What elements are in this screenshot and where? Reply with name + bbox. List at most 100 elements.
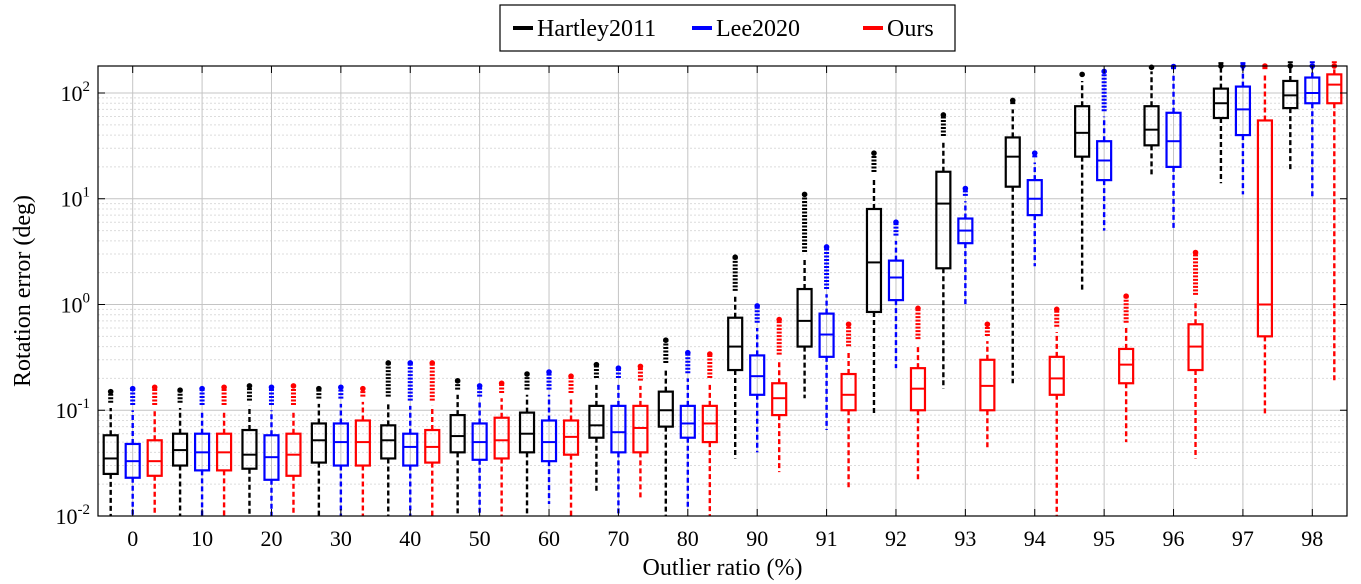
box-iqr: [102, 434, 119, 476]
outlier-marker-max: [776, 316, 782, 323]
box-hartley2011-92: [865, 150, 883, 416]
box-ours-70: [632, 363, 649, 498]
y-tick-label: 101: [61, 185, 91, 212]
outlier-marker-max: [199, 385, 205, 392]
box-hartley2011-91: [796, 191, 813, 399]
box-lee2020-60: [540, 369, 558, 504]
outlier-marker-max: [107, 388, 114, 395]
box-iqr: [146, 439, 163, 477]
outlier-marker-max: [593, 361, 600, 368]
x-tick-label: 94: [1024, 526, 1046, 551]
box-lee2020-91: [818, 244, 835, 431]
outlier-marker-max: [1079, 71, 1085, 78]
x-tick-label: 95: [1093, 526, 1115, 551]
x-tick-label: 60: [538, 526, 560, 551]
legend-label-ours: Ours: [887, 16, 934, 42]
outlier-marker-max: [732, 254, 738, 261]
box-iqr: [935, 170, 952, 270]
x-tick-label: 80: [677, 526, 699, 551]
outlier-marker-max: [338, 384, 344, 391]
box-iqr: [332, 422, 349, 467]
box-ours-96: [1187, 249, 1204, 459]
outlier-marker-max: [871, 150, 877, 156]
box-lee2020-30: [332, 384, 349, 516]
box-ours-80: [701, 351, 718, 516]
box-lee2020-92: [887, 219, 905, 369]
outlier-marker-max: [177, 387, 183, 393]
box-lee2020-94: [1026, 150, 1043, 267]
legend-label-hartley2011: Hartley2011: [537, 16, 656, 42]
box-iqr: [840, 372, 857, 412]
box-lee2020-90: [749, 303, 766, 453]
box-hartley2011-93: [935, 112, 952, 389]
box-ours-10: [215, 384, 233, 516]
box-hartley2011-60: [518, 371, 536, 516]
box-ours-0: [146, 384, 163, 516]
outlier-marker-max: [151, 384, 158, 391]
outlier-marker-max: [268, 384, 275, 391]
box-lee2020-98: [1304, 61, 1321, 199]
box-lee2020-93: [957, 185, 974, 305]
box-hartley2011-98: [1282, 61, 1299, 172]
box-iqr: [1165, 111, 1182, 169]
box-ours-40: [424, 360, 441, 516]
outlier-marker-max: [498, 380, 505, 387]
outlier-marker-max: [1009, 97, 1016, 104]
box-ours-20: [285, 383, 302, 516]
box-lee2020-80: [679, 349, 696, 508]
box-ours-95: [1118, 293, 1135, 443]
box-iqr: [588, 404, 605, 439]
y-tick-label: 102: [61, 79, 91, 106]
x-tick-label: 97: [1232, 526, 1254, 551]
box-lee2020-70: [610, 365, 627, 516]
box-lee2020-50: [471, 383, 488, 516]
outlier-marker-max: [615, 365, 622, 371]
box-iqr: [1304, 76, 1321, 105]
box-hartley2011-95: [1074, 71, 1091, 291]
box-hartley2011-10: [171, 387, 189, 516]
box-iqr: [540, 419, 558, 463]
box-iqr: [380, 424, 397, 460]
legend-label-lee2020: Lee2020: [716, 16, 800, 42]
outlier-marker-max: [454, 377, 461, 384]
box-hartley2011-20: [241, 383, 258, 516]
outlier-marker-max: [637, 363, 644, 370]
box-hartley2011-40: [380, 360, 397, 516]
x-tick-label: 93: [954, 526, 976, 551]
box-iqr: [1256, 119, 1274, 338]
outlier-marker-max: [685, 349, 691, 356]
x-tick-label: 20: [260, 526, 282, 551]
x-tick-label: 98: [1301, 526, 1323, 551]
outlier-marker-max: [915, 305, 921, 312]
box-lee2020-10: [193, 385, 211, 516]
outlier-marker-max: [290, 383, 297, 389]
box-iqr: [1004, 136, 1021, 188]
outlier-marker-max: [246, 383, 253, 389]
box-lee2020-0: [124, 385, 141, 516]
box-iqr: [679, 404, 696, 439]
box-iqr: [796, 287, 813, 348]
box-iqr: [241, 428, 258, 470]
box-iqr: [1234, 85, 1252, 137]
box-hartley2011-96: [1143, 64, 1160, 175]
outlier-marker-max: [707, 351, 713, 357]
outlier-marker-max: [316, 385, 322, 392]
outlier-marker-max: [663, 337, 669, 343]
box-hartley2011-90: [727, 254, 744, 459]
box-ours-90: [771, 316, 788, 473]
outlier-marker-max: [845, 321, 852, 328]
x-tick-label: 30: [330, 526, 352, 551]
box-ours-98: [1326, 61, 1343, 384]
box-hartley2011-30: [310, 385, 327, 516]
box-layer: [102, 61, 1343, 516]
box-iqr: [1048, 355, 1065, 396]
box-iqr: [493, 416, 510, 460]
box-iqr: [657, 390, 674, 428]
outlier-marker-max: [221, 384, 227, 391]
box-iqr: [887, 259, 905, 302]
box-ours-91: [840, 321, 857, 490]
y-tick-label: 10-2: [56, 502, 91, 529]
outlier-marker-max: [1123, 293, 1129, 299]
box-iqr: [1026, 179, 1043, 217]
